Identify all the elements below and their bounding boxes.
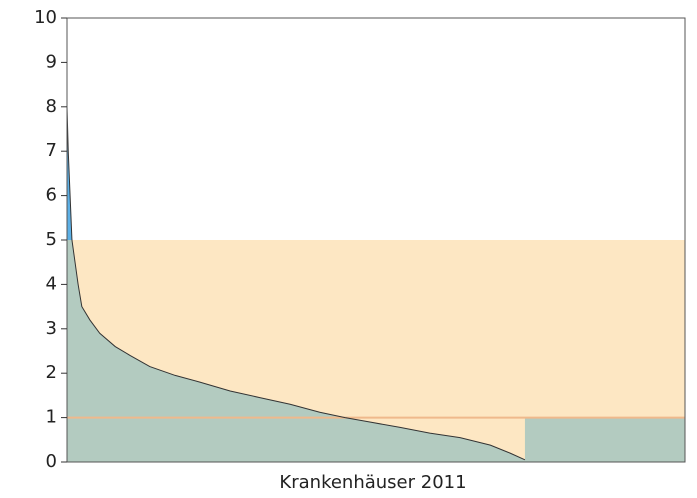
x-axis-label: Krankenhäuser 2011 [279,472,466,493]
y-tick-label: 3 [46,318,57,339]
y-tick-label: 6 [46,185,57,206]
y-tick-label: 8 [46,96,57,117]
y-tick-label: 2 [46,362,57,383]
y-tick-label: 9 [46,51,57,72]
y-tick-label: 7 [46,140,57,161]
y-tick-label: 0 [46,451,57,472]
area-above-band [67,106,72,240]
y-tick-label: 4 [46,273,57,294]
curve [66,106,526,461]
below-threshold-fill [524,417,685,462]
y-tick-label: 5 [46,229,57,250]
y-tick-label: 1 [46,407,57,428]
y-tick-label: 10 [34,7,57,28]
area-fill [67,240,525,462]
